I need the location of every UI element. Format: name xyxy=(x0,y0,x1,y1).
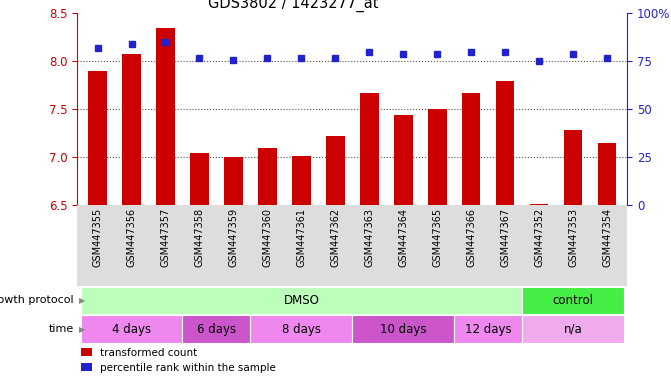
Text: GSM447361: GSM447361 xyxy=(297,208,307,267)
Text: 12 days: 12 days xyxy=(465,323,511,336)
Text: GSM447359: GSM447359 xyxy=(228,208,238,267)
Text: GSM447358: GSM447358 xyxy=(195,208,205,267)
Text: 6 days: 6 days xyxy=(197,323,236,336)
Bar xyxy=(598,143,617,205)
Text: GSM447353: GSM447353 xyxy=(568,208,578,267)
Bar xyxy=(183,316,250,343)
Text: GSM447360: GSM447360 xyxy=(262,208,272,267)
Bar xyxy=(326,136,345,205)
Bar xyxy=(250,316,352,343)
Text: n/a: n/a xyxy=(564,323,582,336)
Text: 4 days: 4 days xyxy=(112,323,151,336)
Text: 8 days: 8 days xyxy=(282,323,321,336)
Bar xyxy=(360,93,378,205)
Bar xyxy=(81,286,522,314)
Text: GSM447356: GSM447356 xyxy=(127,208,136,267)
Bar xyxy=(156,28,175,205)
Text: GSM447357: GSM447357 xyxy=(160,208,170,267)
Text: control: control xyxy=(552,294,594,307)
Bar xyxy=(522,316,624,343)
Bar xyxy=(122,54,141,205)
Bar xyxy=(224,157,243,205)
Text: GSM447355: GSM447355 xyxy=(93,208,103,267)
Text: GSM447363: GSM447363 xyxy=(364,208,374,267)
Bar xyxy=(81,316,183,343)
Text: GSM447365: GSM447365 xyxy=(432,208,442,267)
Bar xyxy=(352,316,454,343)
Text: GSM447364: GSM447364 xyxy=(398,208,408,267)
Text: GSM447367: GSM447367 xyxy=(500,208,510,267)
Bar xyxy=(394,115,413,205)
Bar xyxy=(564,129,582,205)
Bar xyxy=(496,81,515,205)
Bar xyxy=(292,157,311,205)
Text: ▶: ▶ xyxy=(79,296,85,305)
Text: GSM447352: GSM447352 xyxy=(534,208,544,267)
Text: GSM447362: GSM447362 xyxy=(330,208,340,267)
Text: 10 days: 10 days xyxy=(380,323,427,336)
Legend: transformed count, percentile rank within the sample: transformed count, percentile rank withi… xyxy=(77,344,280,377)
Bar xyxy=(522,286,624,314)
Text: DMSO: DMSO xyxy=(283,294,319,307)
Bar xyxy=(454,316,522,343)
Text: growth protocol: growth protocol xyxy=(0,295,74,306)
Text: time: time xyxy=(48,324,74,334)
Text: GSM447354: GSM447354 xyxy=(602,208,612,267)
Bar xyxy=(462,93,480,205)
Bar xyxy=(88,71,107,205)
Bar xyxy=(190,152,209,205)
Text: GDS3802 / 1423277_at: GDS3802 / 1423277_at xyxy=(208,0,378,12)
Text: GSM447366: GSM447366 xyxy=(466,208,476,267)
Bar xyxy=(529,204,548,205)
Bar xyxy=(428,109,446,205)
Bar xyxy=(258,148,276,205)
Text: ▶: ▶ xyxy=(79,325,85,334)
